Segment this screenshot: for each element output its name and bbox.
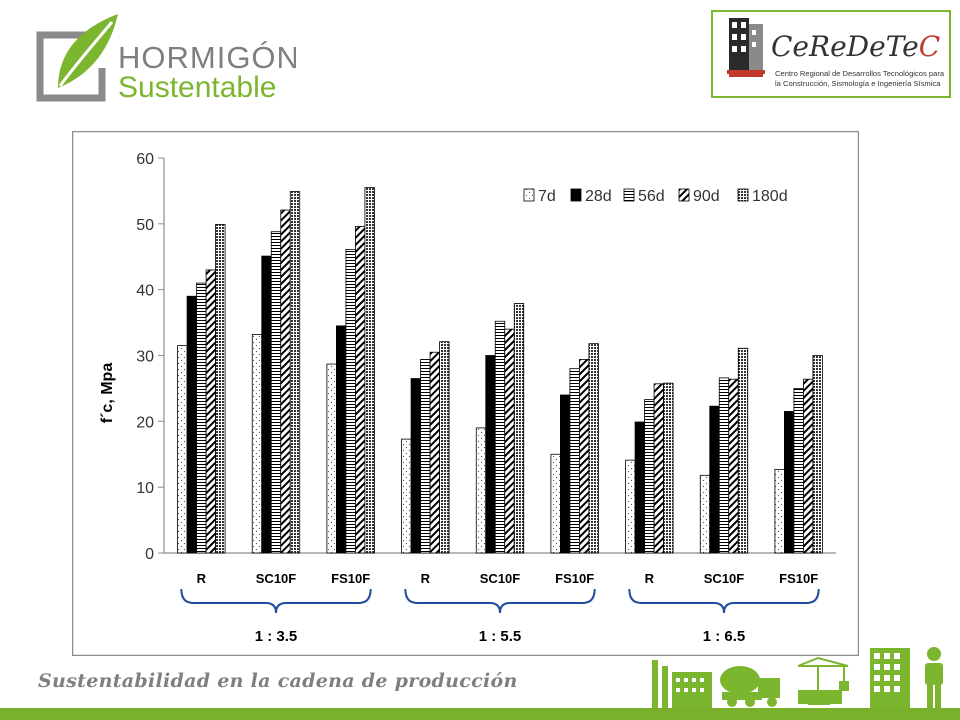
y-tick-label: 30 [136, 349, 154, 366]
legend-swatch-7d [523, 188, 535, 202]
logo-line2: Sustentable [118, 71, 276, 104]
svg-text:CeReDeTeC: CeReDeTeC [771, 30, 940, 63]
ceredetec-title-c: C [919, 30, 940, 63]
chart-svg: 0 10 20 30 40 50 60 R SC10F FS10F R SC10F FS10F R SC1… [71, 130, 860, 657]
bar-56d-5 [569, 368, 580, 554]
ceredetec-subtitle-2: la Construcción, Sismología e Ingeniería… [775, 79, 941, 88]
bar-28d-7 [709, 405, 720, 554]
bar-28d-1 [261, 255, 272, 554]
building-icon [870, 648, 910, 708]
ceredetec-logo: CeReDeTeC Centro Regional de Desarrollos… [711, 10, 951, 98]
legend-swatch-28d [570, 188, 582, 202]
group-brace-0 [180, 588, 372, 614]
bar-56d-0 [196, 282, 207, 554]
x-category-label: R [645, 571, 655, 586]
bar-7d-4 [475, 427, 487, 554]
bar-180d-1 [289, 191, 301, 554]
bar-7d-8 [774, 468, 785, 554]
bar-56d-8 [793, 388, 804, 554]
legend-swatch-56d [623, 188, 635, 202]
logo-line1: HORMIGÓN [118, 40, 296, 75]
bar-28d-3 [410, 378, 421, 554]
legend-swatch-90d [678, 188, 690, 202]
bar-180d-2 [364, 187, 375, 554]
x-category-label: FS10F [779, 571, 818, 586]
bar-90d-6 [653, 383, 664, 554]
legend-label-90d: 90d [693, 188, 720, 205]
bar-28d-2 [336, 325, 347, 554]
group-label: 1 : 6.5 [703, 628, 746, 645]
x-category-label: R [197, 571, 207, 586]
legend-label-7d: 7d [538, 188, 556, 205]
bar-90d-2 [355, 226, 366, 554]
y-tick-label: 10 [136, 480, 154, 497]
x-category-label: FS10F [331, 571, 370, 586]
bar-56d-4 [494, 320, 506, 554]
legend-label-28d: 28d [585, 188, 612, 205]
legend-swatch-180d [737, 188, 749, 202]
bar-56d-6 [644, 399, 655, 554]
crane-icon [797, 656, 849, 705]
bar-7d-7 [699, 474, 711, 554]
bar-180d-0 [215, 224, 226, 554]
x-category-label: FS10F [555, 571, 594, 586]
bar-7d-2 [326, 363, 337, 554]
legend-label-180d: 180d [752, 188, 788, 205]
footer-icons [648, 646, 960, 708]
bar-90d-4 [504, 328, 515, 554]
bar-180d-5 [588, 343, 599, 554]
bar-180d-7 [737, 347, 749, 554]
y-tick-label: 0 [145, 546, 154, 563]
bar-90d-7 [728, 378, 739, 554]
group-label: 1 : 3.5 [255, 628, 298, 645]
ceredetec-subtitle-1: Centro Regional de Desarrollos Tecnológi… [775, 69, 945, 78]
bar-90d-8 [803, 378, 814, 554]
bar-180d-6 [663, 382, 674, 554]
bar-180d-8 [812, 355, 823, 554]
x-category-label: SC10F [480, 571, 521, 586]
bar-90d-1 [280, 209, 291, 554]
footer-bar [0, 708, 960, 720]
ceredetec-title: CeReDeTe [771, 30, 919, 63]
hormigon-sustentable-logo: HORMIGÓN Sustentable [36, 8, 299, 108]
bar-56d-7 [718, 377, 730, 554]
group-brace-1 [404, 588, 596, 614]
bar-90d-3 [429, 351, 440, 554]
legend-label-56d: 56d [638, 188, 665, 205]
bar-7d-0 [177, 345, 188, 554]
logo-frame-icon [36, 31, 106, 102]
bar-7d-1 [251, 334, 263, 554]
bar-180d-4 [513, 303, 525, 554]
group-brace-2 [628, 588, 820, 614]
footer-tagline: Sustentabilidad en la cadena de producci… [38, 670, 518, 692]
bar-28d-4 [485, 355, 496, 554]
bar-7d-3 [401, 438, 412, 554]
bar-90d-5 [579, 359, 590, 554]
bar-28d-5 [560, 394, 571, 554]
cement-mixer-truck-icon [720, 666, 780, 707]
bar-56d-3 [420, 359, 431, 554]
building-logo-icon [727, 18, 765, 77]
y-tick-label: 40 [136, 283, 154, 300]
factory-icon [652, 660, 712, 708]
bar-56d-1 [270, 231, 282, 554]
bar-56d-2 [345, 249, 356, 554]
x-category-label: R [421, 571, 431, 586]
y-axis-label: f´c, Mpa [99, 363, 116, 424]
compressive-strength-chart: 0 10 20 30 40 50 60 R SC10F FS10F R SC10F FS10F R SC1… [71, 130, 860, 657]
y-tick-label: 20 [136, 414, 154, 431]
bar-28d-0 [186, 295, 197, 554]
group-label: 1 : 5.5 [479, 628, 522, 645]
person-icon [925, 647, 943, 708]
bar-28d-8 [784, 411, 795, 554]
bar-7d-6 [625, 459, 636, 554]
bar-180d-3 [439, 341, 450, 554]
y-tick-label: 50 [136, 217, 154, 234]
bar-28d-6 [634, 421, 645, 554]
x-category-label: SC10F [256, 571, 297, 586]
y-tick-label: 60 [136, 151, 154, 168]
x-category-label: SC10F [704, 571, 745, 586]
bar-7d-5 [550, 453, 561, 554]
bar-90d-0 [205, 269, 216, 554]
